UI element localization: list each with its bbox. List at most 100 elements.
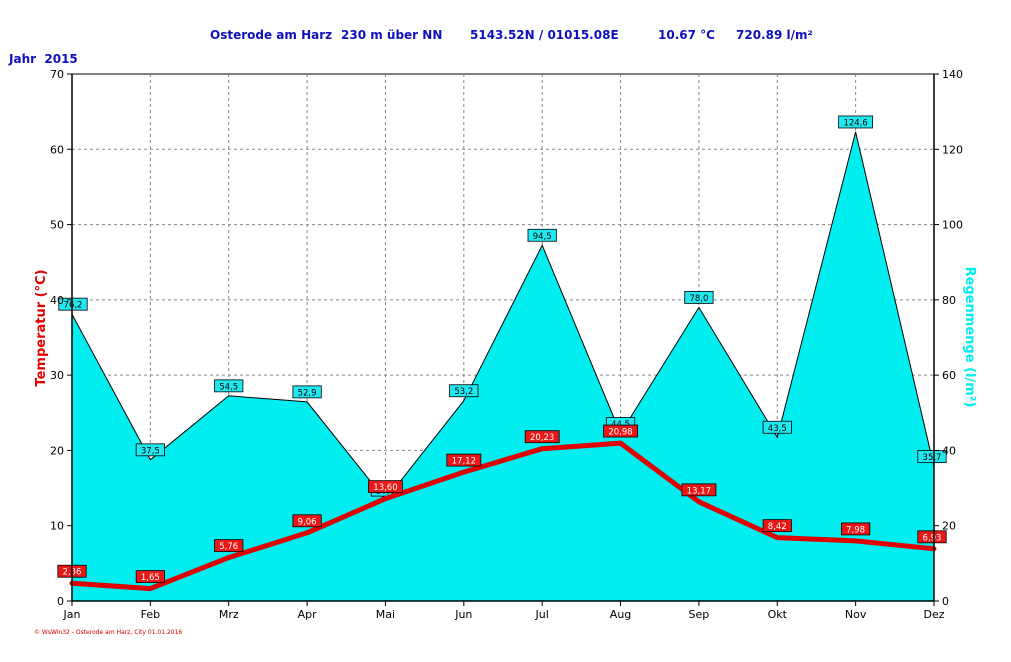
temperature-label: 13,17 bbox=[681, 483, 717, 497]
precipitation-label-text: 76,2 bbox=[64, 301, 83, 311]
temperature-label-box bbox=[603, 424, 638, 438]
temperature-label-text: 17,12 bbox=[452, 457, 476, 467]
left-tick-label: 10 bbox=[50, 520, 64, 533]
precipitation-label-box bbox=[527, 228, 557, 242]
temperature-label-box bbox=[446, 453, 482, 467]
right-tick-label: 40 bbox=[942, 444, 956, 457]
station-name: Osterode am Harz bbox=[210, 28, 333, 42]
temperature-label-box bbox=[917, 530, 947, 544]
left-tick-label: 20 bbox=[50, 444, 64, 457]
precipitation-label: 35,7 bbox=[917, 450, 947, 464]
temperature-label-text: 13,17 bbox=[687, 486, 711, 496]
precipitation-label: 78,0 bbox=[684, 290, 714, 304]
precipitation-label-box bbox=[214, 379, 244, 393]
left-axis-title: Temperatur (°C) bbox=[34, 269, 49, 386]
precipitation-label-box bbox=[292, 385, 322, 399]
precipitation-label-box bbox=[684, 290, 714, 304]
temperature-label: 8,42 bbox=[762, 519, 792, 533]
year-label: Jahr 2015 bbox=[9, 52, 78, 66]
left-tick-label: 40 bbox=[50, 294, 64, 307]
precipitation-label-box bbox=[135, 443, 165, 457]
right-tick-label: 100 bbox=[942, 219, 963, 232]
precipitation-label-text: 35,7 bbox=[923, 453, 942, 463]
precipitation-label: 94,5 bbox=[527, 228, 557, 242]
temperature-label-text: 13,60 bbox=[373, 483, 397, 493]
temperature-label: 13,60 bbox=[368, 480, 403, 494]
total-precipitation: 720.89 l/m² bbox=[736, 28, 813, 42]
precipitation-label-text: 94,5 bbox=[533, 232, 552, 242]
temperature-label: 6,93 bbox=[917, 530, 947, 544]
temperature-label: 5,76 bbox=[214, 539, 244, 553]
precipitation-label: 53,2 bbox=[449, 384, 479, 398]
precipitation-label-text: 124,6 bbox=[843, 118, 867, 128]
temperature-label-box bbox=[762, 519, 792, 533]
station-coordinates: 5143.52N / 01015.08E bbox=[470, 28, 619, 42]
temperature-label: 1,65 bbox=[135, 570, 165, 583]
precipitation-label: 52,9 bbox=[292, 385, 322, 399]
temperature-label-text: 20,98 bbox=[608, 428, 632, 438]
precipitation-label-box bbox=[762, 420, 792, 434]
left-tick-label: 0 bbox=[57, 595, 64, 608]
temperature-label-box bbox=[292, 514, 322, 528]
month-label: Mrz bbox=[219, 608, 239, 621]
temperature-label-box bbox=[841, 522, 871, 536]
right-tick-label: 80 bbox=[942, 294, 956, 307]
precipitation-label-text: 53,2 bbox=[454, 387, 473, 397]
temperature-label: 17,12 bbox=[446, 453, 482, 467]
precipitation-area bbox=[71, 131, 935, 602]
precipitation-label-box bbox=[917, 450, 947, 464]
temperature-label-box bbox=[368, 480, 403, 494]
temperature-label-text: 1,65 bbox=[141, 573, 160, 583]
left-tick-label: 60 bbox=[50, 143, 64, 156]
month-label: Nov bbox=[845, 608, 867, 621]
precipitation-label-box bbox=[58, 297, 88, 311]
month-label: Mai bbox=[376, 608, 395, 621]
precipitation-label-box bbox=[838, 115, 874, 129]
temperature-label-box bbox=[681, 483, 717, 497]
temperature-label-box bbox=[214, 539, 244, 553]
precipitation-label-text: 52,9 bbox=[298, 388, 317, 398]
month-label: Sep bbox=[689, 608, 710, 621]
month-label: Okt bbox=[768, 608, 788, 621]
precipitation-label-box bbox=[449, 384, 479, 398]
temperature-label-text: 20,23 bbox=[530, 433, 554, 443]
precipitation-label: 124,6 bbox=[838, 115, 874, 129]
temperature-label-text: 6,93 bbox=[923, 533, 942, 543]
station-altitude: 230 m über NN bbox=[341, 28, 443, 42]
mean-temperature: 10.67 °C bbox=[658, 28, 715, 42]
left-tick-label: 30 bbox=[50, 369, 64, 382]
precipitation-label: 37,5 bbox=[135, 443, 165, 457]
month-label: Jul bbox=[535, 608, 549, 621]
right-tick-label: 120 bbox=[942, 143, 963, 156]
temperature-label-box bbox=[524, 430, 560, 444]
precipitation-labels: 76,237,554,552,926,853,294,544,578,043,5… bbox=[58, 115, 947, 497]
temperature-label: 20,98 bbox=[603, 424, 638, 438]
month-label: Jun bbox=[454, 608, 472, 621]
temperature-label-text: 7,98 bbox=[846, 525, 865, 535]
temperature-label: 9,06 bbox=[292, 514, 322, 528]
month-label: Jan bbox=[63, 608, 81, 621]
month-label: Apr bbox=[298, 608, 318, 621]
left-tick-label: 50 bbox=[50, 219, 64, 232]
temperature-label: 20,23 bbox=[524, 430, 560, 444]
temperature-line bbox=[69, 440, 937, 592]
left-tick-label: 70 bbox=[50, 68, 64, 81]
precipitation-label: 43,5 bbox=[762, 420, 792, 434]
month-label: Feb bbox=[141, 608, 160, 621]
footer-credit: © WsWin32 - Osterode am Harz, City 01.01… bbox=[34, 629, 182, 636]
precipitation-label-text: 37,5 bbox=[141, 446, 160, 456]
axes: 0 10 20 30 40 50 60 70 0 20 40 60 80 100 120 140 Jan Feb M… bbox=[50, 68, 963, 621]
right-tick-label: 60 bbox=[942, 369, 956, 382]
temperature-label-box bbox=[135, 570, 165, 583]
precipitation-label: 76,2 bbox=[58, 297, 88, 311]
precipitation-label-text: 43,5 bbox=[768, 424, 787, 434]
right-tick-label: 20 bbox=[942, 520, 956, 533]
temperature-label-text: 5,76 bbox=[219, 542, 238, 552]
right-tick-label: 140 bbox=[942, 68, 963, 81]
month-label: Dez bbox=[923, 608, 944, 621]
precipitation-label-text: 54,5 bbox=[219, 382, 238, 392]
temperature-label-text: 8,42 bbox=[768, 522, 787, 532]
precipitation-label: 54,5 bbox=[214, 379, 244, 393]
